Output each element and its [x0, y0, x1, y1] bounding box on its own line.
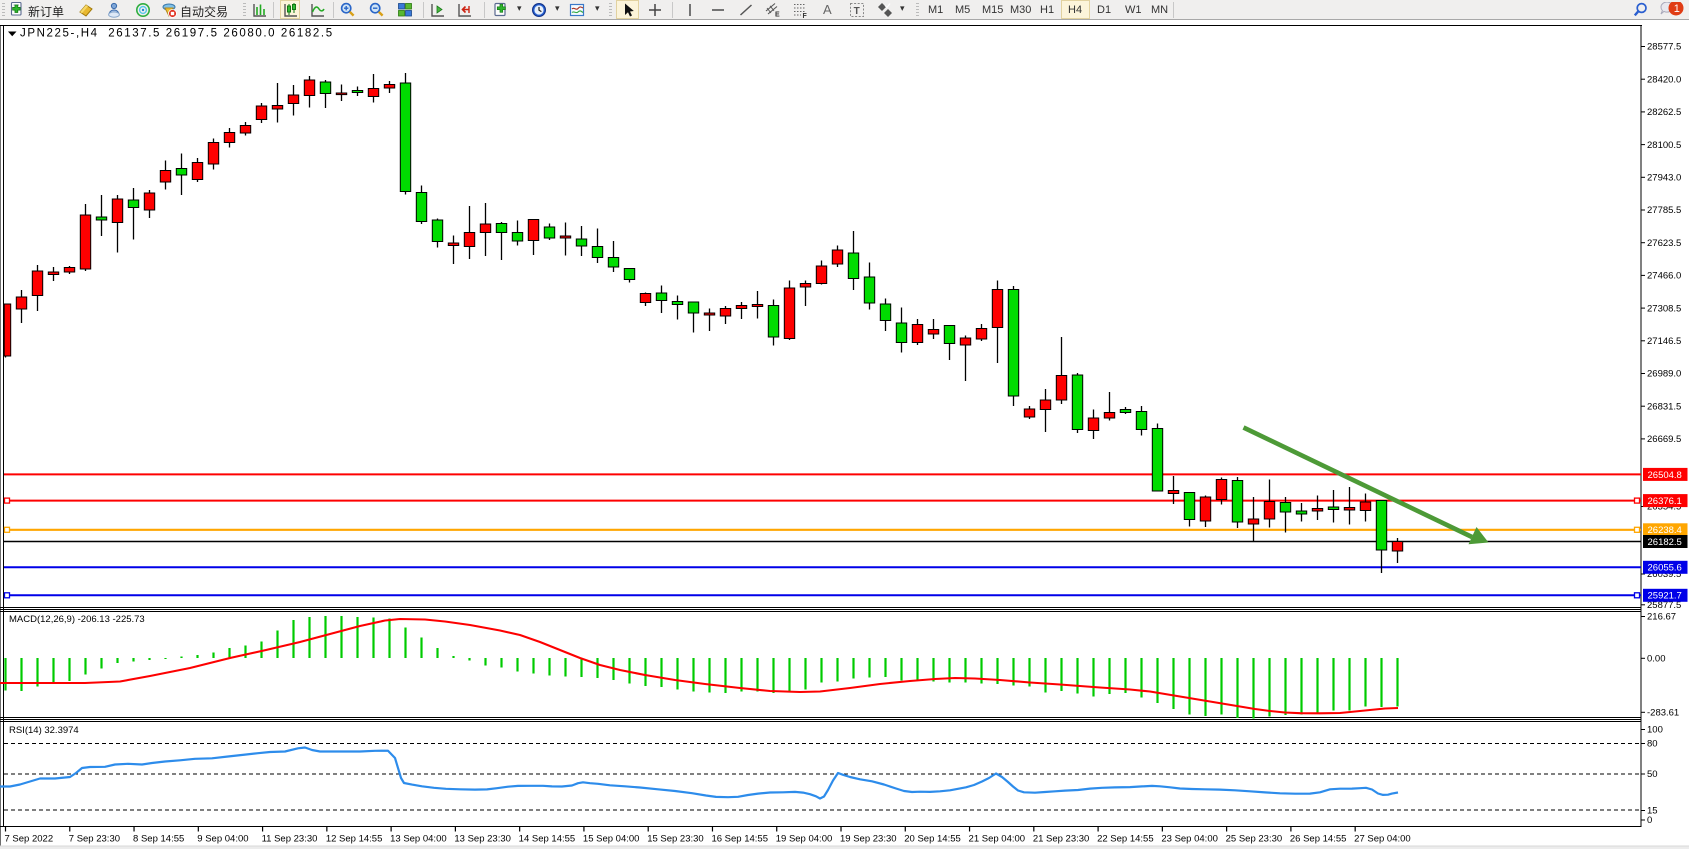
svg-text:27146.5: 27146.5 [1647, 336, 1681, 347]
svg-text:13 Sep 23:30: 13 Sep 23:30 [454, 834, 511, 845]
svg-text:28100.5: 28100.5 [1647, 140, 1681, 151]
svg-text:0: 0 [1647, 815, 1652, 826]
svg-text:27785.5: 27785.5 [1647, 205, 1681, 216]
svg-text:19 Sep 23:30: 19 Sep 23:30 [840, 834, 897, 845]
svg-text:15 Sep 04:00: 15 Sep 04:00 [583, 834, 640, 845]
svg-text:7 Sep 2022: 7 Sep 2022 [5, 834, 54, 845]
svg-text:21 Sep 04:00: 21 Sep 04:00 [969, 834, 1026, 845]
svg-text:25877.5: 25877.5 [1647, 600, 1681, 611]
svg-text:T: T [854, 6, 860, 17]
svg-text:28262.5: 28262.5 [1647, 107, 1681, 118]
svg-text:26055.6: 26055.6 [1648, 563, 1682, 574]
svg-text:50: 50 [1647, 769, 1658, 780]
svg-text:25921.7: 25921.7 [1648, 591, 1682, 602]
svg-text:26039.5: 26039.5 [1647, 569, 1681, 580]
svg-text:27943.0: 27943.0 [1647, 173, 1681, 184]
svg-text:MACD(12,26,9) -206.13 -225.73: MACD(12,26,9) -206.13 -225.73 [9, 614, 145, 625]
svg-text:0.00: 0.00 [1647, 654, 1666, 665]
svg-text:26989.0: 26989.0 [1647, 369, 1681, 380]
svg-text:26376.1: 26376.1 [1648, 496, 1682, 507]
svg-text:15: 15 [1647, 806, 1658, 817]
svg-text:20 Sep 14:55: 20 Sep 14:55 [904, 834, 961, 845]
svg-text:13 Sep 04:00: 13 Sep 04:00 [390, 834, 447, 845]
svg-text:RSI(14) 32.3974: RSI(14) 32.3974 [9, 725, 79, 736]
svg-text:E: E [775, 12, 780, 19]
svg-text:15 Sep 23:30: 15 Sep 23:30 [647, 834, 704, 845]
svg-text:7 Sep 23:30: 7 Sep 23:30 [69, 834, 120, 845]
svg-text:F: F [803, 13, 808, 18]
svg-text:216.67: 216.67 [1647, 612, 1676, 623]
svg-text:19 Sep 04:00: 19 Sep 04:00 [776, 834, 833, 845]
svg-text:8 Sep 14:55: 8 Sep 14:55 [133, 834, 184, 845]
svg-text:26831.5: 26831.5 [1647, 401, 1681, 412]
svg-text:26 Sep 14:55: 26 Sep 14:55 [1290, 834, 1347, 845]
svg-text:27308.5: 27308.5 [1647, 303, 1681, 314]
svg-text:27623.5: 27623.5 [1647, 238, 1681, 249]
svg-text:11 Sep 23:30: 11 Sep 23:30 [262, 834, 318, 845]
svg-text:26504.8: 26504.8 [1648, 470, 1682, 481]
svg-text:28420.0: 28420.0 [1647, 74, 1681, 85]
svg-text:26182.5: 26182.5 [1648, 537, 1682, 548]
svg-text:28577.5: 28577.5 [1647, 42, 1681, 53]
svg-text:12 Sep 14:55: 12 Sep 14:55 [326, 834, 383, 845]
svg-text:26238.4: 26238.4 [1648, 525, 1682, 536]
svg-text:-283.61: -283.61 [1647, 708, 1679, 719]
svg-text:16 Sep 14:55: 16 Sep 14:55 [711, 834, 768, 845]
svg-text:100: 100 [1647, 725, 1663, 736]
svg-text:9 Sep 04:00: 9 Sep 04:00 [197, 834, 248, 845]
svg-text:26354.5: 26354.5 [1647, 502, 1681, 513]
svg-text:1: 1 [1674, 3, 1680, 15]
svg-text:22 Sep 14:55: 22 Sep 14:55 [1097, 834, 1154, 845]
svg-text:14 Sep 14:55: 14 Sep 14:55 [519, 834, 576, 845]
svg-text:JPN225-,H4 26137.5 26197.5 26: JPN225-,H4 26137.5 26197.5 26080.0 26182… [20, 28, 334, 40]
svg-text:23 Sep 04:00: 23 Sep 04:00 [1161, 834, 1218, 845]
svg-text:26669.5: 26669.5 [1647, 434, 1681, 445]
svg-text:80: 80 [1647, 739, 1658, 750]
svg-text:27 Sep 04:00: 27 Sep 04:00 [1354, 834, 1411, 845]
svg-text:21 Sep 23:30: 21 Sep 23:30 [1033, 834, 1090, 845]
svg-text:25 Sep 23:30: 25 Sep 23:30 [1226, 834, 1283, 845]
svg-text:27466.0: 27466.0 [1647, 271, 1681, 282]
